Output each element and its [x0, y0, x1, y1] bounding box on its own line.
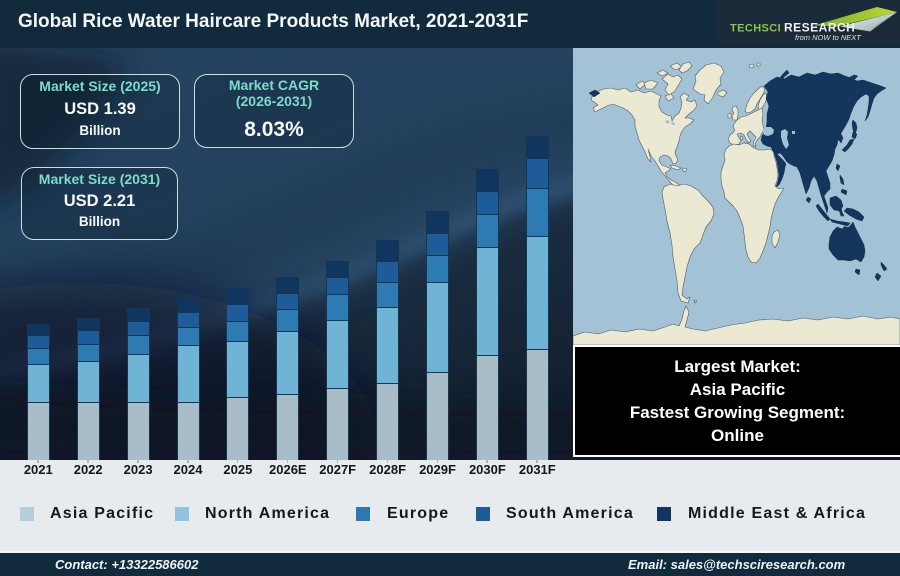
svg-text:from NOW to NEXT: from NOW to NEXT [795, 33, 862, 42]
svg-text:RESEARCH: RESEARCH [784, 21, 855, 35]
svg-text:TECHSCI: TECHSCI [730, 23, 781, 35]
